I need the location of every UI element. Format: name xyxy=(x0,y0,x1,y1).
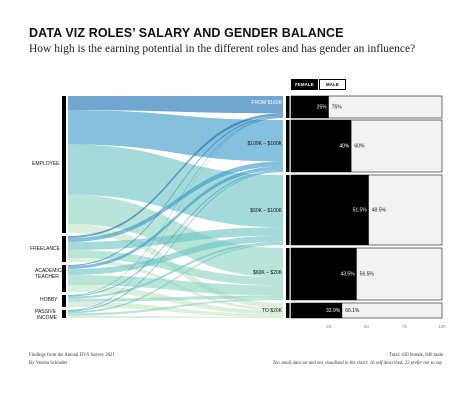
sankey-flow xyxy=(68,144,283,228)
target-node-bar xyxy=(286,96,290,118)
sankey-flow xyxy=(68,315,283,318)
target-node-bar xyxy=(286,303,290,318)
female-data-label: 40% xyxy=(339,144,350,150)
footer-total: Total: 430 female, 848 male xyxy=(389,353,443,358)
sankey-nodes xyxy=(62,96,290,318)
chart-labels: EMPLOYEE FREELANCE ACADEMIC/TEACHER HOBBY PA… xyxy=(30,100,283,321)
female-bar xyxy=(291,120,352,172)
male-data-label: 48.5% xyxy=(372,208,387,214)
female-bar xyxy=(291,175,369,245)
sankey-flow xyxy=(68,275,283,296)
sankey-flows xyxy=(68,96,283,318)
x-tick-label: 50 xyxy=(364,324,370,329)
female-data-label: 25% xyxy=(317,105,328,111)
sankey-flow xyxy=(68,243,283,314)
x-tick-label: 25 xyxy=(326,324,332,329)
chart-title: DATA VIZ ROLES’ SALARY AND GENDER BALANC… xyxy=(29,26,344,40)
target-label: $100K – $160K xyxy=(248,141,283,147)
target-label: TO $20K xyxy=(262,308,283,314)
female-data-label: 33.9% xyxy=(326,308,341,314)
female-data-label: 43.5% xyxy=(340,272,355,278)
chart-subtitle: How high is the earning potential in the… xyxy=(29,43,416,55)
source-label: PASSIVE xyxy=(35,309,57,315)
sankey-flow xyxy=(68,235,283,275)
source-node-bar xyxy=(62,310,66,318)
source-node-bar xyxy=(62,236,66,262)
source-label: HOBBY xyxy=(40,297,58,303)
source-label: TEACHER xyxy=(35,274,59,280)
target-node-bar xyxy=(286,120,290,172)
male-data-label: 60% xyxy=(354,144,365,150)
sankey-flow xyxy=(68,241,283,299)
legend-male: MALE xyxy=(319,79,346,90)
sankey-flow xyxy=(68,250,283,286)
male-data-label: 66.1% xyxy=(345,308,360,314)
source-label: FREELANCE xyxy=(30,246,61,252)
legend-female: FEMALE xyxy=(291,79,318,90)
footer-author: By Verena Schrader xyxy=(29,361,68,366)
source-node-bar xyxy=(62,265,66,292)
target-label: $60K – $100K xyxy=(250,208,282,214)
sankey-flow xyxy=(68,115,283,266)
footer-source: Findings from the Annual DVS Survey 2021 xyxy=(29,353,115,358)
sankey-flow xyxy=(68,298,283,316)
target-node-bar xyxy=(286,248,290,300)
footer-note: Too small data set and not visualized in… xyxy=(272,361,443,366)
sankey-flow xyxy=(68,227,283,250)
x-tick-label: 100 xyxy=(438,324,446,329)
female-bar xyxy=(291,248,357,300)
male-data-label: 75% xyxy=(332,105,343,111)
target-label: $60K – $20K xyxy=(253,270,283,276)
sankey-flow xyxy=(68,166,283,269)
sankey-flow xyxy=(68,117,283,296)
target-label: FROM $160K xyxy=(251,100,282,106)
x-tick-label: 75 xyxy=(402,324,408,329)
male-data-label: 56.5% xyxy=(360,272,375,278)
source-node-bar xyxy=(62,96,66,233)
female-bar xyxy=(291,96,329,118)
sankey-flow xyxy=(68,295,283,302)
source-label: ACADEMIC/ xyxy=(35,268,63,274)
sankey-flow xyxy=(68,171,283,312)
gender-bars: 25% 75% 40% 60% 51.5% 48.5% 43.5% 56.5% 33.9% 66.… xyxy=(290,95,446,329)
sankey-flow xyxy=(68,110,283,162)
female-bar xyxy=(291,303,343,318)
target-node-bar xyxy=(286,175,290,245)
sankey-flow xyxy=(68,117,283,311)
source-label: EMPLOYEE xyxy=(32,161,60,167)
source-label: INCOME xyxy=(37,315,58,321)
sankey-flow xyxy=(68,161,283,242)
source-node-bar xyxy=(62,295,66,307)
sankey-flow xyxy=(68,96,283,114)
female-data-label: 51.5% xyxy=(353,208,368,214)
sankey-flow xyxy=(68,113,283,238)
sankey-flow xyxy=(68,169,283,297)
